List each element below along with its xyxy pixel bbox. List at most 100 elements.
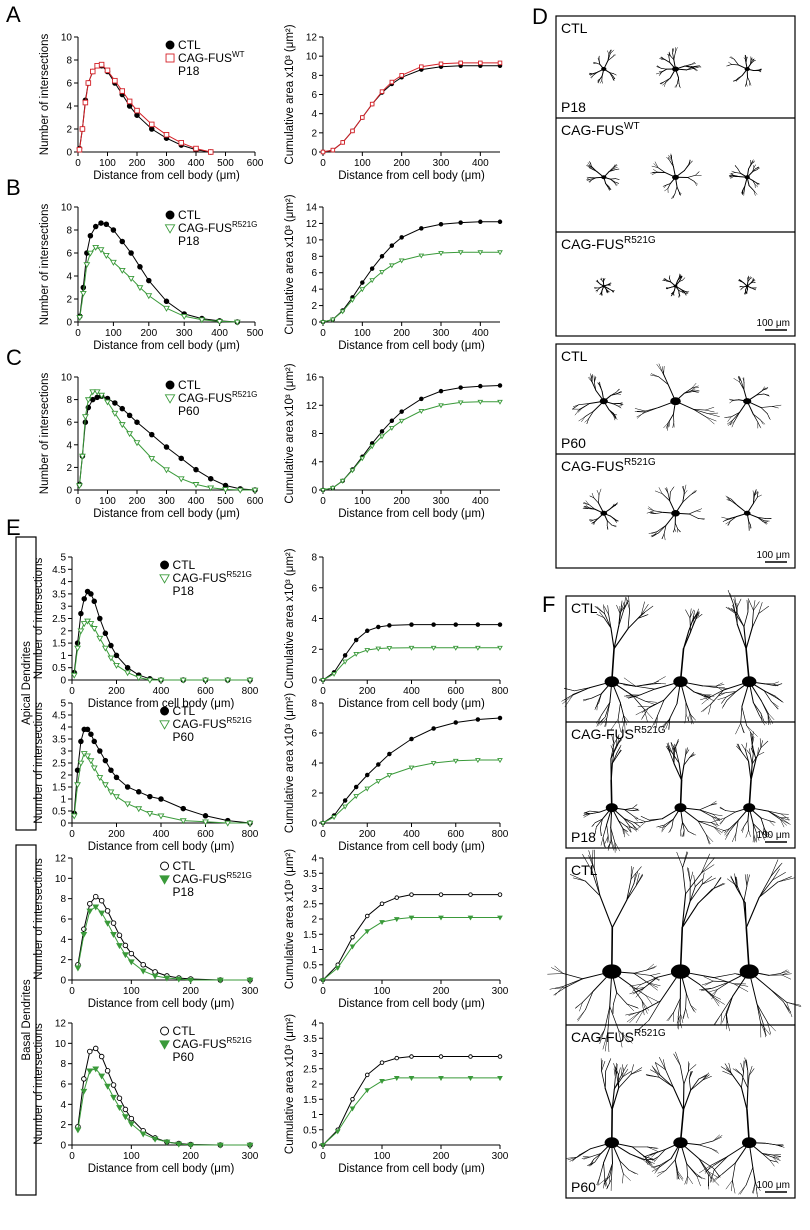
dendrite (610, 840, 614, 851)
dendrite (674, 740, 679, 750)
dendrite (668, 1011, 674, 1021)
dendrite (713, 1155, 729, 1171)
y-tick-label: 0 (311, 819, 317, 830)
x-axis-label: Distance from cell body (μm) (88, 1163, 235, 1175)
legend-marker (165, 380, 175, 390)
dendrite (613, 415, 616, 421)
dendrite (712, 1134, 720, 1142)
dendrite (701, 980, 714, 986)
dendrite (721, 516, 729, 520)
dendrite (607, 605, 609, 615)
dendrite (623, 677, 637, 687)
dendrite (600, 837, 604, 846)
dendrite (649, 1152, 657, 1155)
dendrite (621, 715, 624, 723)
dendrite (619, 1160, 624, 1175)
x-tick-label: 0 (75, 328, 81, 339)
dendrite (615, 178, 620, 180)
series-line (79, 391, 255, 491)
marker (408, 1076, 415, 1081)
dendrite (768, 820, 775, 826)
dendrite (759, 738, 762, 749)
dendrite (757, 516, 766, 519)
dendrite (680, 1142, 700, 1146)
dendrite (672, 293, 674, 296)
dendrite (689, 608, 692, 619)
series-line (322, 401, 500, 491)
dendrite (628, 825, 631, 832)
dendrite (746, 285, 752, 289)
y-tick-label: 0 (311, 486, 317, 497)
section-name: CAG-FUS (571, 726, 634, 742)
marker (98, 1053, 105, 1060)
x-tick-label: 100 (354, 328, 371, 339)
dendrite (740, 722, 744, 733)
dendrite (622, 1173, 624, 1184)
dendrite (603, 1162, 606, 1179)
dendrite (737, 613, 745, 628)
dendrite (781, 974, 792, 980)
dendrite (616, 391, 621, 395)
dendrite (735, 820, 739, 834)
dendrite (746, 171, 754, 178)
dendrite (676, 681, 681, 705)
y-tick-label: 4 (60, 723, 66, 734)
scale-label: 100 μm (756, 318, 790, 329)
dendrite (584, 880, 601, 897)
dendrite (741, 286, 745, 289)
dendrite (753, 601, 760, 611)
x-tick-label: 100 (374, 1151, 391, 1162)
dendrite (605, 288, 608, 292)
marker (497, 645, 503, 651)
dendrite (663, 373, 669, 385)
dendrite (758, 70, 762, 73)
dendrite (746, 76, 748, 84)
dendrite (749, 81, 752, 86)
marker (124, 664, 131, 671)
dendrite (684, 391, 694, 394)
x-tick-label: 100 (354, 496, 371, 507)
dendrite (756, 1003, 761, 1024)
dendrite (682, 830, 685, 837)
marker (458, 220, 463, 225)
legend-label: CAG-FUSWT (178, 50, 245, 65)
dendrite (666, 487, 669, 494)
dendrite (611, 899, 628, 929)
dendrite (674, 528, 677, 532)
dendrite (727, 878, 738, 887)
marker (364, 786, 371, 792)
dendrite (733, 983, 749, 992)
dendrite (634, 408, 646, 412)
dendrite (684, 64, 692, 67)
dendrite (688, 513, 699, 519)
dendrite (693, 408, 706, 411)
x-tick-label: 600 (197, 686, 214, 697)
legend-marker (160, 1026, 170, 1036)
series-line (322, 251, 500, 323)
dendrite (755, 166, 759, 169)
x-tick-label: 200 (433, 986, 450, 997)
dendrite (727, 1142, 750, 1157)
dendrite (606, 824, 609, 837)
dendrite (682, 494, 685, 503)
dendrite (661, 824, 665, 831)
dendrite (661, 68, 668, 72)
dendrite (675, 68, 680, 79)
y-axis-label: Number of intersections (39, 34, 51, 156)
dendrite (641, 1000, 648, 1014)
marker (399, 409, 404, 414)
dendrite (746, 394, 758, 402)
dendrite (656, 66, 662, 69)
dendrite (757, 752, 765, 756)
dendrite (712, 981, 730, 989)
marker (88, 591, 94, 597)
x-tick-label: 200 (359, 686, 376, 697)
dendrite (591, 849, 594, 872)
marker (365, 913, 370, 919)
marker (81, 596, 87, 602)
dendrite (679, 1108, 685, 1144)
y-tick-label: 5 (60, 699, 66, 710)
dendrite (709, 803, 718, 806)
dendrite (668, 56, 671, 63)
marker (379, 270, 385, 275)
